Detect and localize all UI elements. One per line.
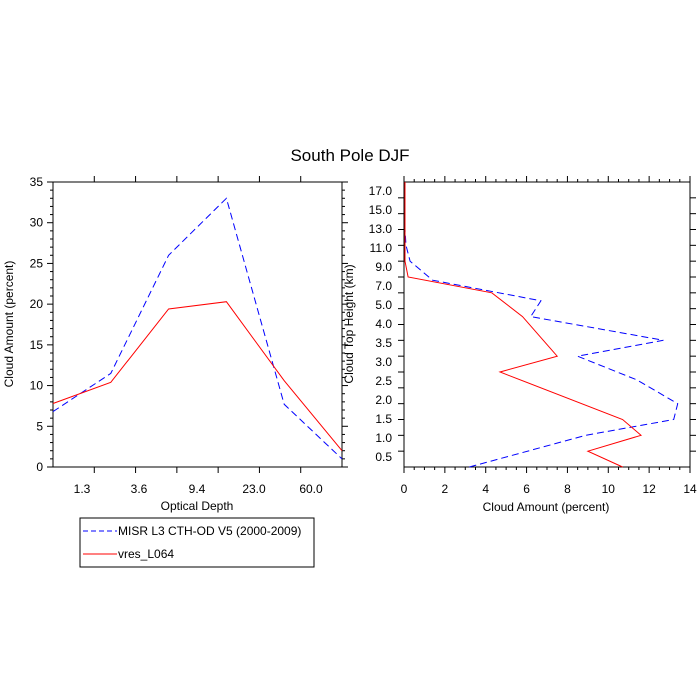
right-x-tick-label: 6 [523,482,530,496]
left-x-tick-label: 1.3 [74,482,91,496]
right-plot-ticks: 0 2 4 6 8 10 12 14 0.5 1.0 1.5 2.0 2.5 3.0 3.5 4.0 5.0 7.… [369,176,697,496]
right-y-tick-label: 5.0 [375,298,392,312]
right-y-tick-label: 4.0 [375,317,392,331]
right-series-line-vres [404,182,643,468]
left-series-line-misr [52,197,343,460]
legend: MISR L3 CTH-OD V5 (2000-2009) vres_L064 [79,517,315,568]
figure-title: South Pole DJF [290,146,409,165]
left-x-tick-label: 60.0 [299,482,323,496]
right-x-tick-label: 4 [482,482,489,496]
right-plot-x-axis-label: Cloud Amount (percent) [483,500,610,514]
left-plot-series [52,197,343,460]
left-y-tick-label: 25 [30,256,44,270]
right-plot-cloud-top-height: 0 2 4 6 8 10 12 14 0.5 1.0 1.5 2.0 2.5 3.0 3.5 4.0 5.0 7.… [342,176,697,514]
right-x-tick-label: 10 [602,482,616,496]
right-plot-series [404,182,679,468]
left-series-line-vres [52,301,343,452]
right-y-tick-label: 9.0 [375,260,392,274]
left-plot-y-axis-label: Cloud Amount (percent) [2,261,16,388]
right-y-tick-label: 3.5 [375,336,392,350]
right-y-tick-label: 1.5 [375,412,392,426]
right-y-tick-label: 2.5 [375,374,392,388]
right-y-tick-label: 1.0 [375,431,392,445]
left-y-tick-label: 10 [30,379,44,393]
right-series-line-misr [404,182,679,468]
left-y-tick-label: 30 [30,216,44,230]
right-x-tick-label: 0 [401,482,408,496]
left-y-tick-label: 35 [30,175,44,189]
right-x-tick-label: 12 [642,482,656,496]
right-x-tick-label: 8 [564,482,571,496]
right-y-tick-label: 2.0 [375,393,392,407]
right-y-tick-label: 15.0 [369,203,393,217]
left-x-tick-label: 3.6 [131,482,148,496]
left-plot-ticks: 0 5 10 15 20 25 30 35 1.3 3.6 9.4 23.0 60.0 [30,175,348,496]
right-y-tick-label: 17.0 [369,184,393,198]
right-x-tick-label: 2 [442,482,449,496]
legend-label-misr: MISR L3 CTH-OD V5 (2000-2009) [118,524,301,538]
left-plot-optical-depth: 0 5 10 15 20 25 30 35 1.3 3.6 9.4 23.0 60.0 Optical … [2,175,348,513]
left-plot-frame [52,181,343,468]
left-y-tick-label: 15 [30,338,44,352]
left-plot-x-axis-label: Optical Depth [161,499,234,513]
right-y-tick-label: 11.0 [370,241,393,255]
right-x-tick-label: 14 [683,482,697,496]
right-y-tick-label: 0.5 [375,450,392,464]
right-y-tick-label: 13.0 [369,222,393,236]
right-y-tick-label: 3.0 [375,355,392,369]
legend-box [79,517,315,568]
right-plot-y-axis-label: Cloud Top Height (km) [342,264,356,383]
left-x-tick-label: 23.0 [242,482,266,496]
left-y-tick-label: 20 [30,297,44,311]
legend-label-vres: vres_L064 [118,547,174,561]
left-y-tick-label: 0 [36,460,43,474]
right-y-tick-label: 7.0 [375,279,392,293]
left-x-tick-label: 9.4 [189,482,206,496]
left-y-tick-label: 5 [36,419,43,433]
